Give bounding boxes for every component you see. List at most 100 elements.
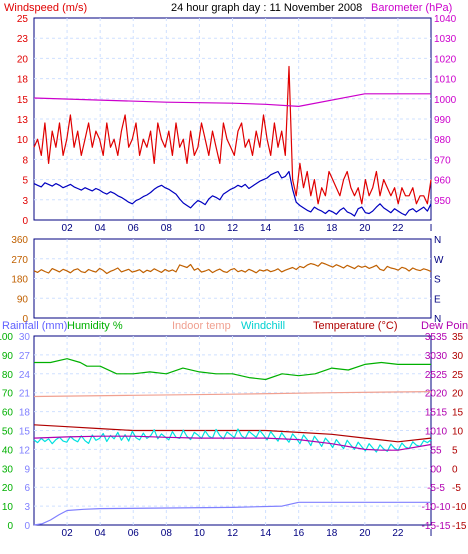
x-tick-label: 10 (194, 223, 206, 234)
left-tick-label: 30 (19, 332, 31, 343)
right-tick-label: 1040 (434, 14, 457, 25)
left-tick-label: 15 (19, 427, 31, 438)
right-tick-label: 970 (434, 155, 451, 166)
gust-line (33, 65, 432, 205)
rainfall-line (33, 501, 431, 526)
left-tick-label: 5 (22, 176, 28, 187)
right-tick-label: -15 (452, 521, 467, 532)
legend-rainfall: Rainfall (mm) (2, 320, 67, 332)
left-tick-label: 270 (11, 255, 28, 266)
legend-temperature: Temperature (°C) (313, 320, 397, 332)
barometer-line (33, 93, 431, 108)
left-tick-label: 8 (22, 155, 28, 166)
left-tick-label: 3 (22, 196, 28, 207)
right-tick-label: 5 (452, 445, 458, 456)
left-tick-label: 10 (425, 427, 437, 438)
right-tick-label: 950 (434, 196, 451, 207)
left-tick-label: 21 (19, 389, 31, 400)
axis-ticks: 02 04 06 08 10 12 14 16 18 20 22 I02 04 06 08 10 12 14 16 1… (0, 14, 467, 539)
right-tick-label: N (434, 314, 441, 325)
left-tick-label: 360 (11, 235, 28, 246)
right-tick-label: 960 (434, 176, 451, 187)
windchill-line (33, 428, 432, 453)
left-tick-label: -15 (422, 521, 437, 532)
right-tick-label: 20 (452, 389, 464, 400)
right-tick-label: -10 (452, 502, 467, 513)
x-tick-label: 14 (260, 223, 272, 234)
left-tick-label: 30 (425, 351, 437, 362)
x-tick-label: 12 (227, 223, 239, 234)
right-tick-label: 35 (452, 332, 464, 343)
left-tick-label: 0 (430, 464, 436, 475)
x-tick-label: 20 (359, 223, 371, 234)
left-tick-label: 5 (430, 445, 436, 456)
x-tick-label: 22 (392, 223, 404, 234)
right-tick-label: W (434, 255, 444, 266)
x-tick-label: 06 (128, 223, 140, 234)
legend-dewpoint: Dew Point (421, 320, 468, 332)
chart-title: 24 hour graph day : 11 November 2008 (171, 2, 362, 14)
left-tick-label: 80 (2, 370, 14, 381)
left-tick-label: 18 (17, 75, 29, 86)
left-tick-label: 60 (2, 408, 14, 419)
x-tick-label: I (430, 528, 433, 539)
x-tick-label: 08 (161, 528, 173, 539)
right-tick-label: E (434, 294, 441, 305)
left-tick-label: 180 (11, 275, 28, 286)
x-tick-label: I (430, 223, 433, 234)
x-tick-label: 04 (95, 223, 107, 234)
left-tick-label: 100 (0, 332, 13, 343)
right-tick-label: S (434, 275, 441, 286)
x-tick-label: 02 (62, 528, 74, 539)
x-tick-label: 16 (293, 528, 305, 539)
left-tick-label: 90 (17, 294, 29, 305)
x-tick-label: 10 (194, 528, 206, 539)
left-tick-label: 13 (17, 115, 29, 126)
left-tick-label: 0 (22, 216, 28, 227)
right-tick-label: -5 (452, 483, 461, 494)
right-tick-label: N (434, 235, 441, 246)
right-tick-label: -10 (436, 502, 451, 513)
x-tick-label: 20 (359, 528, 371, 539)
left-tick-label: 20 (425, 389, 437, 400)
left-tick-label: 6 (24, 483, 30, 494)
legend-windchill: Windchill (241, 320, 285, 332)
legend-humidity: Humidity % (67, 320, 123, 332)
left-tick-label: 20 (17, 54, 29, 65)
left-tick-label: 9 (24, 464, 30, 475)
right-tick-label: 15 (436, 408, 448, 419)
indoor-line (33, 391, 432, 398)
right-tick-label: 25 (436, 370, 448, 381)
x-tick-label: 18 (326, 528, 338, 539)
left-tick-label: 3 (24, 502, 30, 513)
left-tick-label: 50 (2, 427, 14, 438)
direction-line (33, 262, 432, 275)
right-tick-label: 35 (436, 332, 448, 343)
left-tick-label: 35 (425, 332, 437, 343)
left-tick-label: 15 (425, 408, 437, 419)
right-tick-label: 30 (452, 351, 464, 362)
humidity-line (34, 358, 431, 381)
right-tick-label: 990 (434, 115, 451, 126)
left-tick-label: 24 (19, 370, 31, 381)
x-tick-label: 06 (128, 528, 140, 539)
x-tick-label: 08 (161, 223, 173, 234)
x-tick-label: 18 (326, 223, 338, 234)
temperature-line (33, 424, 432, 443)
right-tick-label: 10 (436, 427, 448, 438)
right-tick-label: 1020 (434, 54, 457, 65)
legend-indoor: Indoor temp (172, 320, 231, 332)
right-tick-label: 1000 (434, 95, 457, 106)
right-tick-label: 0 (452, 464, 458, 475)
windspeed-axis-label: Windspeed (m/s) (4, 2, 87, 14)
right-tick-label: 15 (452, 408, 464, 419)
left-tick-label: 25 (425, 370, 437, 381)
left-tick-label: -5 (427, 483, 436, 494)
left-tick-label: 10 (17, 135, 29, 146)
x-tick-label: 12 (227, 528, 239, 539)
barometer-axis-label: Barometer (hPa) (371, 2, 452, 14)
right-tick-label: 1010 (434, 75, 457, 86)
x-tick-label: 14 (260, 528, 272, 539)
